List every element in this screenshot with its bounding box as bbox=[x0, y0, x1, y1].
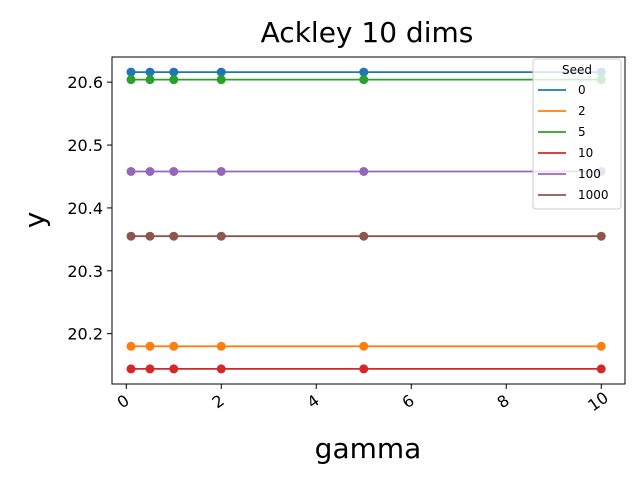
data-point bbox=[169, 166, 179, 176]
y-tick-label: 20.3 bbox=[67, 262, 103, 281]
x-tick-label: 2 bbox=[208, 391, 227, 412]
x-axis-label: gamma bbox=[315, 432, 422, 465]
x-tick-label: 8 bbox=[493, 391, 512, 412]
legend-label: 2 bbox=[578, 104, 586, 118]
legend-item-0: 0 bbox=[538, 83, 586, 97]
series-1000 bbox=[126, 231, 606, 241]
y-tick-label: 20.6 bbox=[67, 73, 103, 92]
plot-frame bbox=[111, 56, 626, 385]
data-point bbox=[216, 364, 226, 374]
data-point bbox=[169, 67, 179, 77]
legend-label: 1000 bbox=[578, 188, 609, 202]
data-point bbox=[145, 341, 155, 351]
legend-item-1000: 1000 bbox=[538, 188, 609, 202]
data-point bbox=[359, 341, 369, 351]
y-axis-label: y bbox=[18, 212, 51, 229]
data-point bbox=[126, 67, 136, 77]
x-tick-label: 6 bbox=[398, 391, 417, 412]
legend-label: 10 bbox=[578, 146, 593, 160]
data-point bbox=[596, 341, 606, 351]
x-tick-label: 0 bbox=[113, 391, 132, 412]
series-5 bbox=[126, 75, 606, 85]
series-layer bbox=[126, 67, 606, 374]
y-tick-label: 20.2 bbox=[67, 325, 103, 344]
chart-title: Ackley 10 dims bbox=[261, 16, 474, 49]
data-point bbox=[145, 231, 155, 241]
legend-label: 100 bbox=[578, 167, 601, 181]
legend-item-5: 5 bbox=[538, 125, 586, 139]
legend-label: 0 bbox=[578, 83, 586, 97]
legend-label: 5 bbox=[578, 125, 586, 139]
legend-title: Seed bbox=[562, 63, 592, 77]
y-tick-label: 20.5 bbox=[67, 136, 103, 155]
y-axis: 20.2 20.3 20.4 20.5 20.6 bbox=[67, 73, 112, 344]
data-point bbox=[359, 364, 369, 374]
data-point bbox=[359, 231, 369, 241]
data-point bbox=[596, 231, 606, 241]
data-point bbox=[126, 231, 136, 241]
data-point bbox=[216, 75, 226, 85]
data-point bbox=[126, 166, 136, 176]
data-point bbox=[169, 75, 179, 85]
y-tick-label: 20.4 bbox=[67, 199, 103, 218]
legend: Seed 0 2 5 10 100 1000 bbox=[532, 58, 622, 210]
data-point bbox=[216, 341, 226, 351]
legend-item-10: 10 bbox=[538, 146, 593, 160]
data-point bbox=[359, 75, 369, 85]
data-point bbox=[126, 75, 136, 85]
data-point bbox=[145, 166, 155, 176]
legend-item-100: 100 bbox=[538, 167, 601, 181]
data-point bbox=[145, 75, 155, 85]
data-point bbox=[216, 231, 226, 241]
data-point bbox=[359, 67, 369, 77]
legend-box bbox=[532, 58, 622, 210]
data-point bbox=[145, 364, 155, 374]
x-tick-label: 10 bbox=[584, 388, 612, 415]
data-point bbox=[126, 364, 136, 374]
data-point bbox=[169, 364, 179, 374]
legend-item-2: 2 bbox=[538, 104, 586, 118]
x-tick-label: 4 bbox=[303, 391, 322, 412]
data-point bbox=[169, 231, 179, 241]
data-point bbox=[216, 67, 226, 77]
data-point bbox=[169, 341, 179, 351]
data-point bbox=[216, 166, 226, 176]
data-point bbox=[145, 67, 155, 77]
series-10 bbox=[126, 364, 606, 374]
x-axis: 0 2 4 6 8 10 bbox=[113, 384, 612, 415]
data-point bbox=[596, 364, 606, 374]
series-100 bbox=[126, 166, 606, 176]
series-2 bbox=[126, 341, 606, 351]
data-point bbox=[359, 166, 369, 176]
data-point bbox=[126, 341, 136, 351]
